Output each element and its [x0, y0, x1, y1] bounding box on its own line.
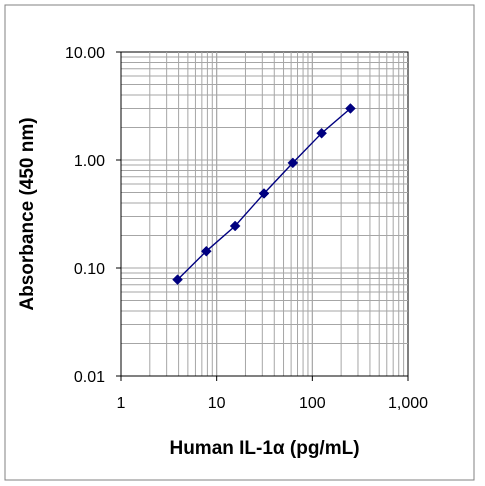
data-point: [200, 245, 212, 257]
data-point: [172, 274, 183, 286]
plot-area: [120, 51, 409, 377]
x-tick-label: 100: [299, 395, 326, 412]
y-tick-label: 10.00: [65, 45, 105, 62]
data-point: [258, 188, 270, 199]
grid: [120, 51, 409, 377]
x-tick-label: 1,000: [388, 395, 428, 412]
data-point: [229, 220, 241, 232]
y-tick-label: 1.00: [74, 153, 105, 170]
x-tick-label: 1: [117, 395, 126, 412]
data-point: [287, 157, 299, 169]
y-tick-label: 0.10: [74, 261, 105, 278]
x-axis-title: Human IL-1α (pg/mL): [169, 438, 359, 459]
y-tick-label: 0.01: [74, 369, 105, 386]
data-point: [345, 103, 356, 114]
data-point: [316, 127, 327, 139]
axes: [116, 51, 409, 381]
y-axis-title: Absorbance (450 nm): [17, 117, 38, 310]
tick-labels: 1 10 100 1,000 10.00 1.00 0.10 0.01: [65, 45, 428, 412]
x-tick-label: 10: [208, 395, 226, 412]
series-layer: [172, 103, 356, 286]
